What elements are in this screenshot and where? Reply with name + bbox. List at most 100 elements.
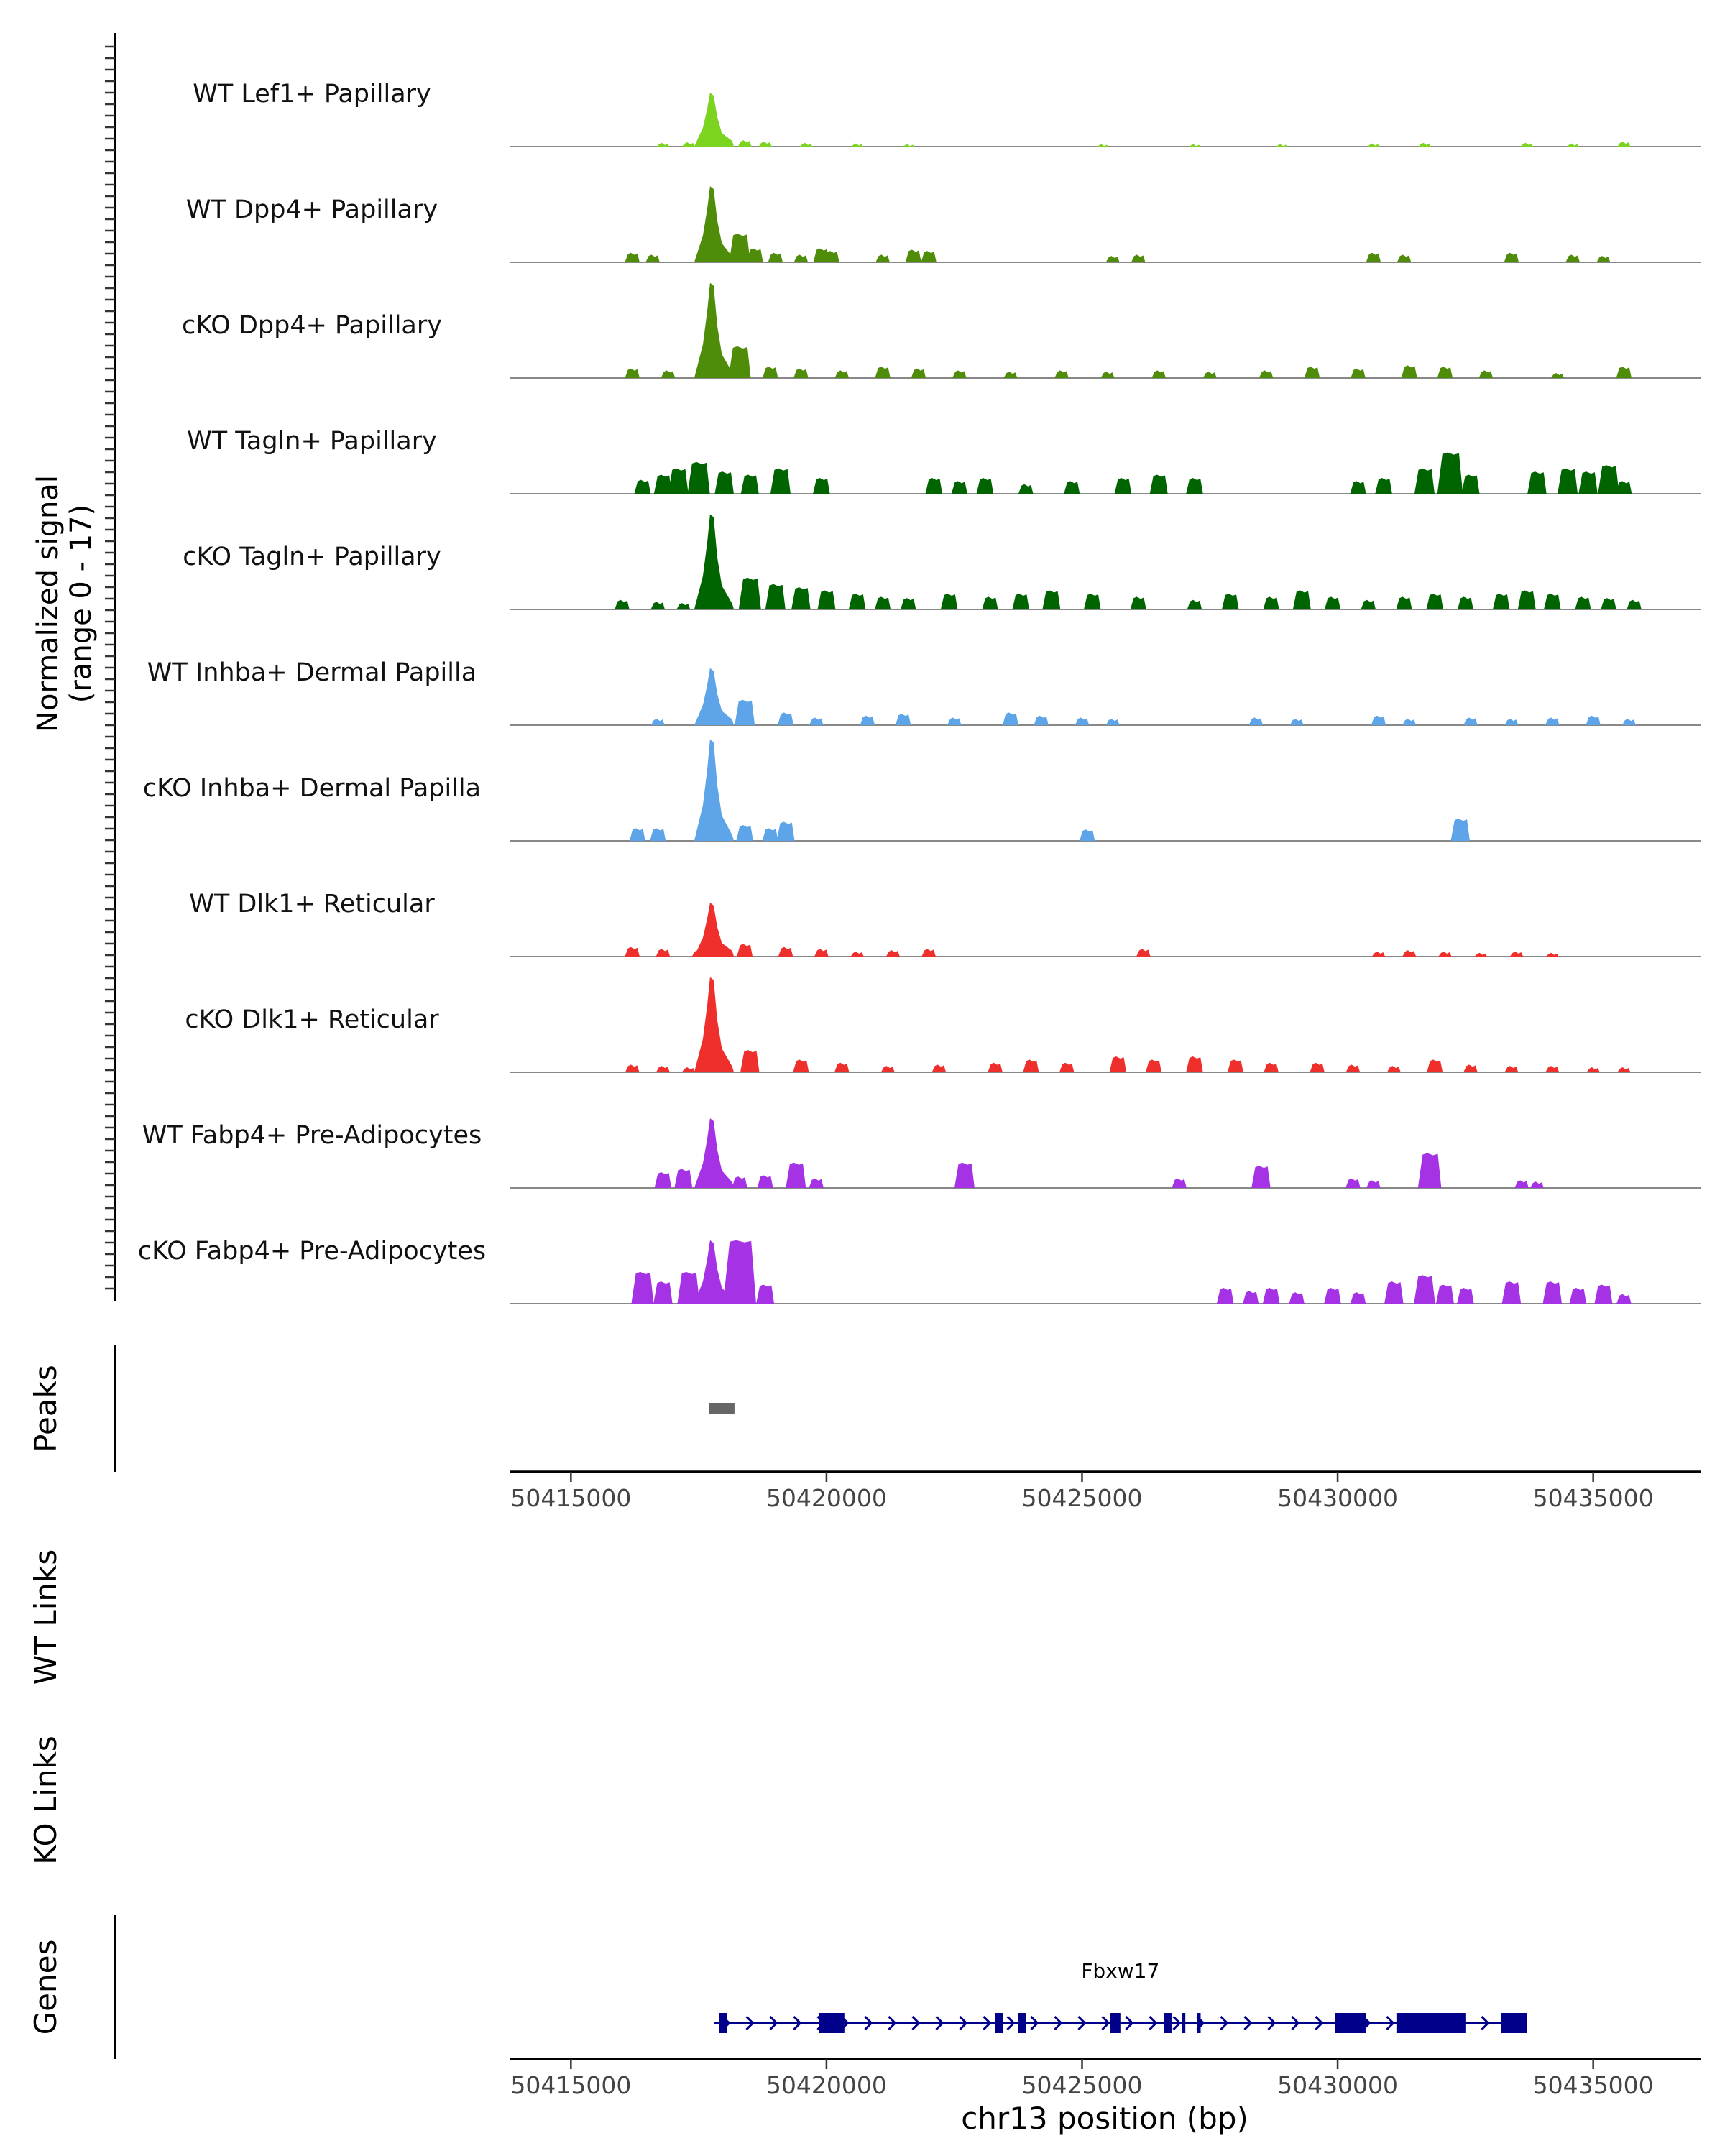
track-label: cKO Tagln+ Papillary [183, 543, 441, 571]
signal-peak [1450, 819, 1471, 841]
signal-peak [1243, 1291, 1259, 1304]
signal-main-peak [694, 93, 735, 147]
signal-peak [1504, 1066, 1519, 1072]
signal-peak [736, 824, 753, 841]
strand-arrow [1101, 2015, 1110, 2031]
signal-peak [1002, 712, 1018, 725]
x-tick-label: 50425000 [1022, 2071, 1143, 2099]
signal-peak [1289, 719, 1304, 725]
x-tick-label: 50435000 [1533, 1484, 1654, 1512]
signal-peak [762, 828, 778, 841]
peak-region [709, 1403, 735, 1414]
signal-peak [1550, 372, 1565, 378]
track-wt-inhba-dermal-papilla: WT Inhba+ Dermal Papilla [147, 658, 1701, 726]
signal-peak [1501, 1281, 1522, 1304]
signal-peak [1186, 477, 1203, 494]
strand-arrow [1291, 2015, 1300, 2031]
strand-arrow [1315, 2015, 1324, 2031]
signal-peak [1003, 372, 1018, 378]
signal-peak [1414, 468, 1435, 494]
track-wt-dlk1-reticular: WT Dlk1+ Reticular [189, 890, 1701, 957]
strand-arrow [983, 2015, 992, 2031]
strand-arrow [1149, 2015, 1158, 2031]
signal-peak [625, 252, 640, 262]
signal-peak [681, 142, 695, 147]
signal-peak [1437, 367, 1453, 378]
signal-main-peak [694, 977, 735, 1072]
signal-peak [1527, 471, 1547, 494]
signal-main-peak [694, 668, 735, 725]
signal-peak [814, 949, 829, 957]
signal-peak [1146, 1059, 1162, 1072]
signal-peak [735, 699, 755, 725]
gene-exon [819, 2013, 845, 2033]
signal-peak [1417, 1153, 1442, 1188]
signal-peak [1517, 590, 1536, 609]
signal-peak [1545, 717, 1560, 725]
signal-main-peak [694, 282, 735, 378]
signal-peak [1059, 1062, 1075, 1072]
signal-peak [875, 367, 891, 378]
signal-peak [1426, 593, 1443, 609]
signal-peak [1131, 254, 1146, 262]
signal-peak [1096, 144, 1109, 147]
gene-model: Fbxw17 [714, 1959, 1527, 2033]
strand-arrow [959, 2015, 968, 2031]
strand-arrow [1030, 2015, 1039, 2031]
signal-peak [951, 481, 967, 494]
track-label: cKO Inhba+ Dermal Papilla [143, 774, 481, 803]
signal-peak [1575, 596, 1591, 609]
signal-peak [776, 821, 795, 841]
signal-peak [813, 477, 830, 494]
signal-peak [634, 479, 651, 494]
signal-peak [656, 142, 670, 147]
signal-peak [1187, 599, 1202, 609]
track-cko-tagln-papillary: cKO Tagln+ Papillary [183, 514, 1701, 610]
signal-peak [1221, 593, 1239, 609]
signal-peak [1064, 481, 1080, 494]
signal-peak [1366, 252, 1381, 262]
signal-peak [940, 593, 958, 609]
x-axis-bottom: 50415000 50420000 50425000 50430000 50435000 [510, 2058, 1701, 2099]
track-wt-tagln-papillary: WT Tagln+ Papillary [187, 427, 1701, 494]
signal-peak [1622, 719, 1636, 725]
strand-arrow [793, 2015, 802, 2031]
signal-peak [737, 944, 753, 957]
signal-peak [1042, 590, 1061, 609]
gene-exon [1182, 2013, 1186, 2033]
signal-peak [1569, 1287, 1587, 1304]
signal-peak [824, 251, 840, 262]
signal-peak [905, 249, 921, 262]
track-label: WT Fabp4+ Pre-Adipocytes [142, 1121, 482, 1150]
x-tick-label: 50420000 [766, 1484, 887, 1512]
signal-peak [1565, 254, 1581, 262]
track-label: WT Lef1+ Papillary [193, 80, 431, 109]
signal-peak [668, 468, 689, 494]
signal-peak [762, 367, 778, 378]
signal-peak [1324, 1287, 1341, 1304]
x-tick-label: 50420000 [766, 2071, 887, 2099]
track-cko-dpp4-papillary: cKO Dpp4+ Papillary [182, 282, 1701, 379]
wt-links-label: WT Links [28, 1549, 63, 1685]
signal-tracks: WT Lef1+ Papillary WT Dpp4+ Papillary cKO … [138, 80, 1701, 1304]
signal-peak [817, 590, 836, 609]
gene-exon [1018, 2013, 1026, 2033]
signal-peak [834, 1062, 850, 1072]
signal-peak [809, 1178, 824, 1188]
signal-peak [1346, 1064, 1361, 1072]
signal-peak [1586, 1067, 1600, 1072]
signal-y-label-line2: (range 0 - 17) [65, 505, 98, 703]
signal-peak [952, 370, 967, 378]
track-cko-fabp4-pre-adipocytes: cKO Fabp4+ Pre-Adipocytes [138, 1237, 1701, 1304]
signal-peak [1617, 141, 1631, 147]
signal-peak [1034, 715, 1049, 725]
signal-peak [650, 602, 666, 609]
signal-peak [740, 474, 759, 494]
signal-peak [1530, 1181, 1544, 1188]
signal-peak [747, 248, 763, 262]
track-wt-fabp4-pre-adipocytes: WT Fabp4+ Pre-Adipocytes [142, 1118, 1701, 1189]
strand-arrow [745, 2015, 755, 2031]
signal-peak [1598, 465, 1619, 494]
signal-peak [1083, 593, 1101, 609]
